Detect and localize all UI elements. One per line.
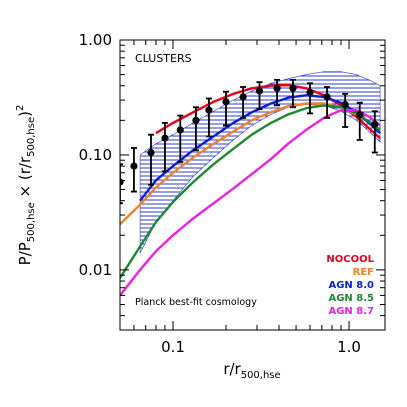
y-axis-title-part-3: × (r/r xyxy=(16,156,34,202)
data-point xyxy=(255,87,264,95)
axes: 0.1 1.0 0.01 0.10 1.00 xyxy=(79,31,386,356)
x-axis-title-sub: 500,hse xyxy=(241,370,281,381)
data-point xyxy=(289,84,297,92)
y-tick-label: 0.01 xyxy=(79,261,112,279)
legend-item-agn-8-5: AGN 8.5 xyxy=(328,293,374,304)
x-tick-label: 0.1 xyxy=(161,338,185,356)
data-point xyxy=(371,120,379,128)
series-line-agn-8-7 xyxy=(120,109,381,297)
band-outline xyxy=(139,71,381,254)
x-tick-label: 1.0 xyxy=(337,338,361,356)
plot-frame xyxy=(119,39,386,331)
x-axis-title: r/r500,hse xyxy=(223,360,280,381)
y-axis-title-part-4: 500,hse xyxy=(26,117,37,157)
cosmology-note: Planck best-fit cosmology xyxy=(135,297,257,308)
y-axis-title-part-6: 2 xyxy=(15,105,26,111)
data-point xyxy=(323,93,331,101)
data-point xyxy=(192,116,200,124)
observed-data-points xyxy=(120,78,379,205)
legend-item-ref: REF xyxy=(353,267,374,278)
y-tick-label: 1.00 xyxy=(79,31,112,49)
y-axis-title-part-5: ) xyxy=(16,111,34,117)
data-point xyxy=(341,100,349,109)
data-point xyxy=(273,84,281,92)
y-axis-title-part-2: 500,hse xyxy=(26,202,37,242)
data-point xyxy=(130,162,138,170)
data-point xyxy=(147,148,155,157)
data-point xyxy=(161,134,169,142)
data-point xyxy=(205,106,213,114)
x-axis-title-main: r/r xyxy=(223,360,241,378)
legend-item-agn-8-7: AGN 8.7 xyxy=(328,306,374,317)
legend-item-agn-8-0: AGN 8.0 xyxy=(328,280,374,291)
y-axis-title-part-1: P/P xyxy=(16,242,34,265)
y-axis-title: P/P500,hse × (r/r500,hse)2 xyxy=(15,105,37,266)
data-point xyxy=(222,98,230,106)
y-tick-label: 0.10 xyxy=(79,146,112,164)
data-point xyxy=(176,126,184,134)
legend: NOCOOL REF AGN 8.0 AGN 8.5 AGN 8.7 xyxy=(326,254,374,317)
legend-item-nocool: NOCOOL xyxy=(326,254,374,265)
data-point xyxy=(306,88,314,97)
data-point xyxy=(239,93,247,101)
data-point xyxy=(356,110,364,119)
panel-label: CLUSTERS xyxy=(135,52,192,65)
